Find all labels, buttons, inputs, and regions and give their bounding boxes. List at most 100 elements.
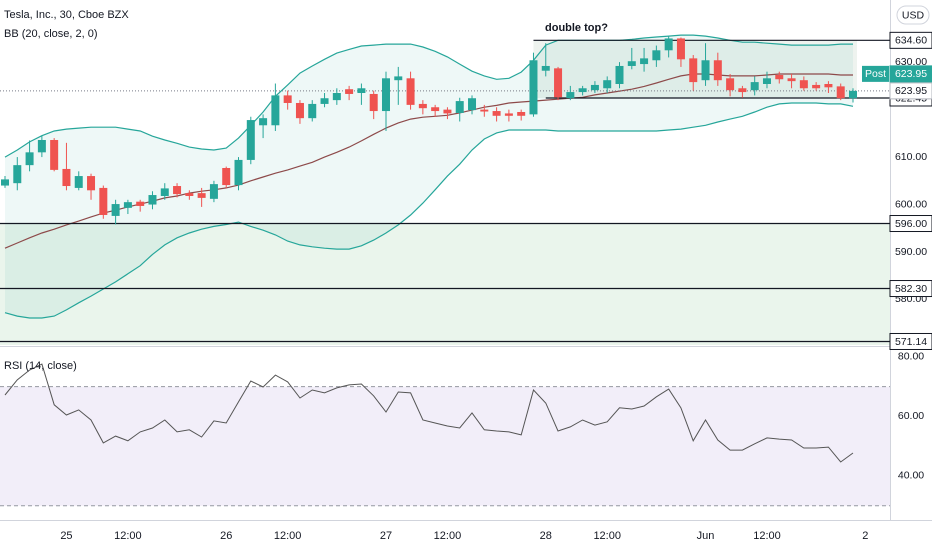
candle-body	[381, 78, 390, 112]
y-tick-label: 600.00	[895, 198, 927, 210]
candle-body	[689, 58, 698, 83]
candle-body	[738, 88, 747, 93]
price-label: 596.00	[895, 218, 927, 230]
candle-body	[234, 159, 243, 186]
y-tick-label: 630.00	[895, 56, 927, 68]
candle-body	[13, 165, 22, 184]
y-tick-label: 40.00	[898, 470, 924, 482]
currency[interactable]: USD	[902, 9, 925, 21]
candle-body	[480, 109, 489, 112]
session-label: Post	[865, 68, 886, 80]
session-box	[862, 65, 889, 82]
price-label: 571.14	[895, 336, 927, 348]
zone-fill	[0, 223, 890, 345]
candle-body	[849, 90, 858, 99]
x-tick-label: 26	[220, 530, 232, 542]
rsi-band	[0, 386, 890, 506]
candle-body	[246, 120, 255, 160]
candle-body	[529, 60, 538, 115]
price-label: 623.95	[895, 68, 927, 80]
candle-body	[799, 80, 808, 89]
candle-body	[541, 65, 550, 71]
candle-body	[504, 113, 513, 116]
candle-body	[320, 98, 329, 104]
candle-body	[406, 78, 415, 105]
candle-body	[209, 184, 218, 199]
candle-body	[197, 193, 206, 198]
y-tick-label: 590.00	[895, 246, 927, 258]
candle-body	[824, 83, 833, 88]
candle-body	[787, 78, 796, 82]
candle-body	[640, 58, 649, 65]
candle-body	[25, 152, 34, 166]
band-fill	[5, 35, 854, 318]
candle-body	[590, 84, 599, 91]
candle-body	[308, 103, 317, 119]
band-line	[4, 73, 853, 249]
price-label-box	[889, 332, 932, 350]
rsi-title: RSI (14, close)	[4, 360, 77, 372]
candle-body	[37, 139, 46, 153]
indicator-title: BB (20, close, 2, 0)	[4, 28, 98, 40]
candle-body	[160, 188, 169, 196]
candle-body	[455, 101, 464, 113]
candle-body	[394, 76, 403, 81]
candle-body	[123, 202, 132, 208]
candle-body	[111, 204, 120, 216]
candle-body	[259, 118, 268, 126]
y-tick-label: 60.00	[898, 410, 924, 422]
candle-body	[173, 186, 182, 195]
candle-body	[222, 167, 231, 186]
x-tick-label: 28	[540, 530, 552, 542]
candle-body	[676, 38, 685, 60]
x-tick-label: 25	[60, 530, 72, 542]
candle-body	[443, 109, 452, 114]
candle-body	[713, 60, 722, 81]
x-tick-label: 27	[380, 530, 392, 542]
y-tick-label: 80.00	[898, 351, 924, 363]
candle-body	[1, 179, 9, 186]
band-line	[4, 102, 854, 319]
x-tick-label: 12:00	[753, 530, 781, 542]
candle-body	[345, 89, 354, 94]
candle-body	[87, 176, 96, 191]
candle-body	[283, 95, 292, 103]
candle-body	[492, 111, 501, 116]
candle-body	[578, 88, 587, 93]
candle-body	[603, 80, 612, 89]
candle-body	[762, 78, 771, 84]
candle-body	[726, 78, 735, 91]
background	[0, 0, 932, 521]
candle-body	[468, 98, 477, 111]
band-line	[4, 34, 853, 158]
candle-body	[664, 38, 673, 51]
candle-body	[836, 86, 845, 99]
candle-body	[62, 168, 71, 187]
price-label-box	[889, 215, 932, 233]
annotation: double top?	[545, 22, 608, 34]
price-label: 623.95	[895, 85, 927, 97]
candle-body	[74, 176, 83, 188]
price-label: 634.60	[895, 35, 927, 47]
candle-body	[369, 93, 378, 112]
candle-body	[750, 82, 759, 91]
candle-body	[566, 92, 575, 99]
price-label-box	[889, 65, 932, 83]
candle-body	[652, 50, 661, 61]
chart-title: Tesla, Inc., 30, Cboe BZX	[4, 9, 129, 21]
currency-box[interactable]	[896, 5, 930, 25]
candle-body	[812, 84, 821, 89]
candle-body	[615, 65, 624, 84]
candle-body	[148, 195, 157, 205]
candle-body	[554, 68, 563, 98]
price-label: 582.30	[895, 283, 927, 295]
candle-body	[431, 107, 440, 112]
candle-body	[185, 193, 194, 196]
candle-body	[136, 201, 145, 206]
x-tick-label: 12:00	[114, 530, 142, 542]
price-label-box	[889, 31, 932, 49]
candle-body	[99, 187, 108, 215]
y-tick-label: 610.00	[895, 151, 927, 163]
x-tick-label: Jun	[697, 530, 715, 542]
